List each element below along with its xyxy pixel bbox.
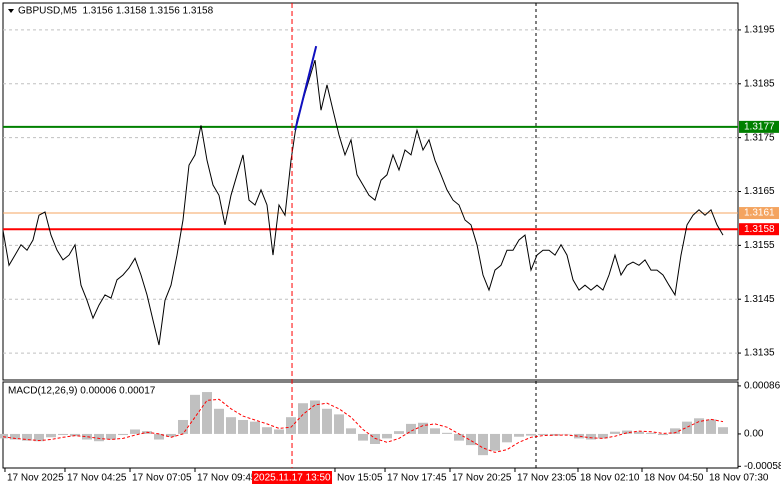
histogram-bar xyxy=(118,433,128,436)
histogram-bar xyxy=(70,433,80,437)
y-tick-label: 1.3195 xyxy=(744,25,775,36)
histogram-bar xyxy=(670,428,680,434)
histogram-bar xyxy=(658,433,668,436)
signal-line xyxy=(2,398,724,453)
y-tick-label: 0.00086 xyxy=(744,381,781,392)
histogram-bar xyxy=(322,408,332,434)
histogram-bar xyxy=(106,433,116,440)
level-label-box xyxy=(739,223,779,236)
price-line xyxy=(2,59,724,346)
histogram-bar xyxy=(706,419,716,434)
histogram-bar xyxy=(178,419,188,434)
histogram-bar xyxy=(574,433,584,439)
histogram-bar xyxy=(166,433,176,437)
y-tick-label: -0.00058 xyxy=(744,461,781,472)
histogram-bar xyxy=(202,392,212,434)
histogram-bar xyxy=(634,431,644,434)
histogram-bar xyxy=(214,408,224,434)
menu-triangle xyxy=(8,9,14,13)
histogram-bar xyxy=(0,433,8,439)
histogram-bar xyxy=(82,433,92,440)
x-tick-label: 18 Nov 04:50 xyxy=(644,473,704,484)
histogram-bar xyxy=(442,432,452,434)
histogram-bar xyxy=(454,433,464,441)
histogram-bar xyxy=(514,433,524,437)
histogram-bar xyxy=(382,433,392,439)
histogram-bar xyxy=(262,427,272,434)
histogram-bar xyxy=(694,418,704,434)
crosshair-label-box xyxy=(252,471,333,484)
histogram-bar xyxy=(346,428,356,434)
histogram-bar xyxy=(646,432,656,434)
histogram-bar xyxy=(370,433,380,444)
level-label: 1.3158 xyxy=(744,224,775,235)
y-tick-label: 1.3165 xyxy=(744,186,775,197)
histogram-bar xyxy=(490,433,500,451)
trend-line xyxy=(294,45,318,131)
histogram-bar xyxy=(226,417,236,434)
level-label: 1.3161 xyxy=(744,208,775,219)
histogram-bar xyxy=(586,433,596,440)
level-label-box xyxy=(739,120,779,133)
y-tick-label: 1.3145 xyxy=(744,294,775,305)
histogram-bar xyxy=(358,433,368,441)
macd-title: MACD(12,26,9) 0.00006 0.00017 xyxy=(8,386,156,397)
x-tick-label: 18 Nov 02:10 xyxy=(580,473,640,484)
histogram-bar xyxy=(10,433,20,440)
x-tick-label: 17 Nov 09:45 xyxy=(197,473,257,484)
x-tick-label: 17 Nov 2025 xyxy=(7,473,64,484)
histogram-bar xyxy=(298,403,308,434)
histogram-bar xyxy=(610,431,620,434)
histogram-bar xyxy=(190,394,200,434)
histogram-bar xyxy=(238,419,248,434)
x-tick-label: 17 Nov 17:45 xyxy=(387,473,447,484)
x-tick-label: 17 Nov 20:25 xyxy=(452,473,512,484)
histogram-bar xyxy=(286,417,296,434)
histogram-bar xyxy=(562,433,572,435)
y-tick-label: 1.3175 xyxy=(744,132,775,143)
histogram-bar xyxy=(418,422,428,434)
histogram-bar xyxy=(478,433,488,456)
macd-panel xyxy=(2,381,739,469)
y-tick-label: 1.3135 xyxy=(744,348,775,359)
chart-title: GBPUSD,M5 1.3156 1.3158 1.3156 1.3158 xyxy=(18,6,214,17)
histogram-bar xyxy=(538,433,548,436)
histogram-bar xyxy=(154,433,164,440)
histogram-bar xyxy=(430,428,440,434)
histogram-bar xyxy=(622,430,632,434)
x-tick-label: 17 Nov 07:05 xyxy=(132,473,192,484)
x-tick-label: 17 Nov 23:05 xyxy=(517,473,577,484)
histogram-bar xyxy=(718,427,728,434)
level-label-box xyxy=(739,207,779,220)
x-tick-label: 17 Nov 04:25 xyxy=(67,473,127,484)
histogram-bar xyxy=(466,433,476,446)
histogram-bar xyxy=(334,414,344,434)
level-label: 1.3177 xyxy=(744,122,775,133)
histogram-bar xyxy=(310,400,320,434)
histogram-bar xyxy=(46,433,56,438)
histogram-bar xyxy=(22,433,32,441)
histogram-bar xyxy=(58,433,68,436)
histogram-bar xyxy=(250,421,260,434)
y-tick-label: 0.00 xyxy=(744,429,764,440)
crosshair-label: 2025.11.17 13:50 xyxy=(253,473,331,484)
histogram-bar xyxy=(394,431,404,434)
x-tick-label: Nov 15:05 xyxy=(337,473,383,484)
x-tick-label: 18 Nov 07:30 xyxy=(709,473,769,484)
histogram-bar xyxy=(598,433,608,439)
histogram-bar xyxy=(94,433,104,442)
histogram-bar xyxy=(526,433,536,436)
histogram-bar xyxy=(274,429,284,434)
histogram-bar xyxy=(682,421,692,434)
y-tick-label: 1.3155 xyxy=(744,240,775,251)
histogram-bar xyxy=(34,433,44,442)
histogram-bar xyxy=(130,429,140,434)
histogram-bar xyxy=(502,433,512,443)
histogram-bar xyxy=(406,423,416,434)
y-tick-label: 1.3185 xyxy=(744,78,775,89)
